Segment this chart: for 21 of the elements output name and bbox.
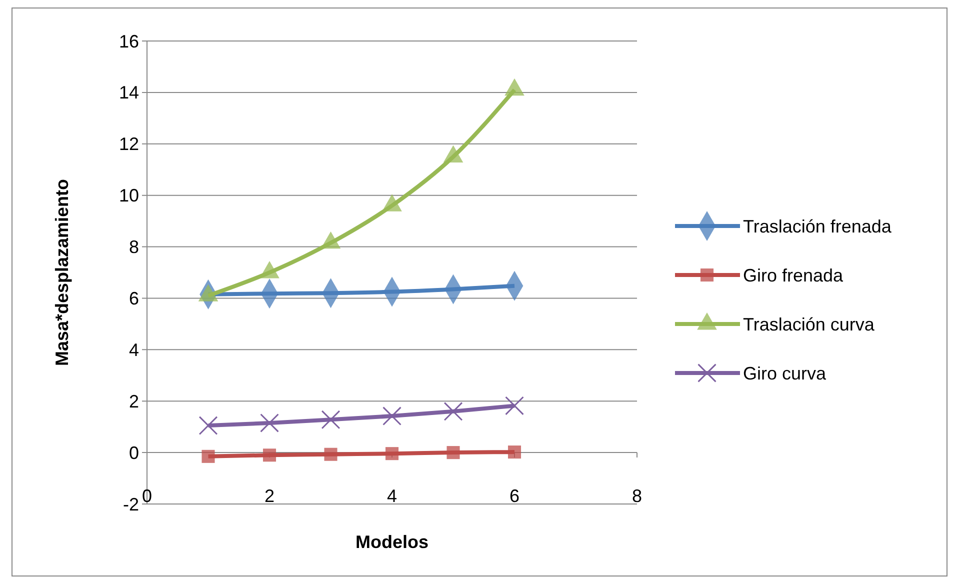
y-tick-label: 10	[118, 186, 139, 206]
legend-label: Giro curva	[743, 363, 828, 384]
y-tick-label: 6	[128, 288, 139, 309]
y-tick-label: 4	[128, 340, 139, 360]
x-tick-label: 2	[264, 486, 275, 506]
y-tick-label: 0	[128, 442, 139, 463]
y-tick-label: 14	[118, 82, 139, 103]
x-tick-label: 6	[509, 486, 520, 506]
x-axis-title: Modelos	[355, 532, 429, 552]
x-tick-label: 0	[142, 486, 152, 506]
legend-label: Giro frenada	[743, 265, 844, 286]
legend-label: Traslación curva	[743, 314, 876, 334]
y-tick-label: 8	[128, 237, 139, 258]
y-tick-label: 12	[118, 134, 139, 154]
x-tick-label: 4	[386, 486, 398, 506]
y-tick-label: -2	[122, 494, 139, 514]
legend-label: Traslación frenada	[743, 216, 892, 236]
y-tick-label: 2	[128, 391, 139, 412]
x-tick-label: 8	[632, 486, 642, 506]
y-tick-label: 16	[118, 31, 139, 52]
y-axis-title: Masa*desplazamiento	[52, 178, 72, 366]
